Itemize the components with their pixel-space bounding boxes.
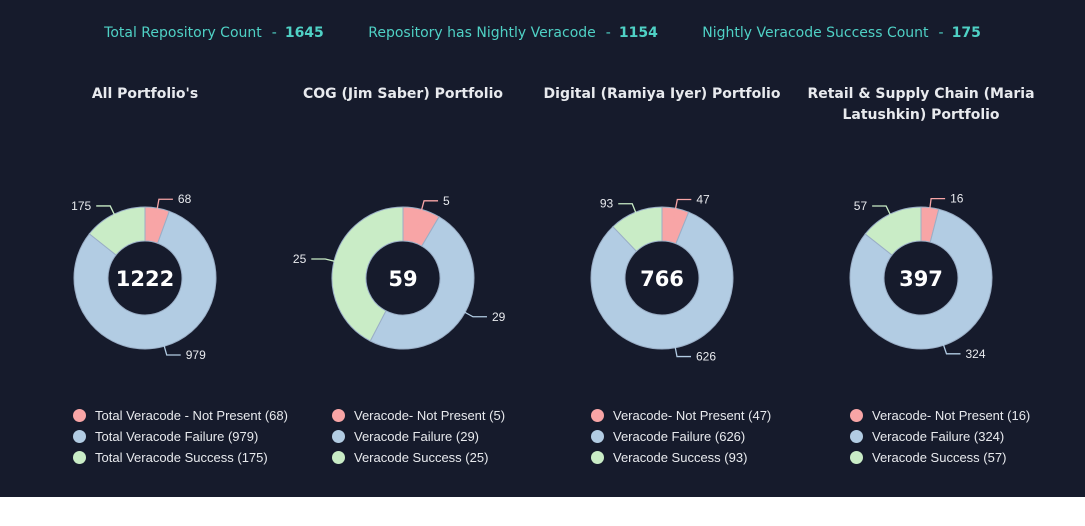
legend-swatch-icon — [850, 409, 863, 422]
leader-line — [153, 198, 173, 225]
chart-legend: Veracode- Not Present (47) Veracode Failu… — [591, 405, 771, 468]
donut-chart: 16 324 57 397 — [849, 192, 993, 361]
chart-title: COG (Jim Saber) Portfolio — [302, 86, 504, 102]
donut-center-total: 766 — [640, 267, 684, 291]
legend-swatch-icon — [73, 451, 86, 464]
summary-stats-bar: Total Repository Count -1645 Repository h… — [0, 25, 1085, 41]
legend-swatch-icon — [73, 409, 86, 422]
chart-title: Digital (Ramiya Iyer) Portfolio — [543, 86, 781, 102]
legend-swatch-icon — [591, 451, 604, 464]
legend-label: Veracode Success (25) — [354, 450, 489, 465]
donut-chart: 68 979 175 1222 — [71, 192, 217, 362]
legend-swatch-icon — [850, 430, 863, 443]
donut-slice-failure[interactable] — [369, 216, 475, 350]
legend-swatch-icon — [850, 451, 863, 464]
legend-item-failure[interactable]: Veracode Failure (626) — [591, 426, 771, 447]
legend-label: Veracode Failure (29) — [354, 429, 480, 444]
chart-title: All Portfolio's — [91, 86, 199, 102]
slice-value-label: 29 — [492, 310, 506, 324]
legend-item-success[interactable]: Veracode Success (93) — [591, 447, 771, 468]
legend-label: Total Veracode Success (175) — [95, 450, 268, 465]
slice-value-label: 93 — [600, 197, 614, 211]
donut-slice-failure[interactable] — [590, 211, 734, 350]
leader-line — [159, 329, 181, 356]
legend-item-success[interactable]: Total Veracode Success (175) — [73, 447, 288, 468]
donut-slice-success[interactable] — [331, 206, 404, 342]
stat-separator: - — [938, 25, 944, 41]
stat-total-repository-count: Total Repository Count -1645 — [104, 25, 324, 41]
slice-value-label: 47 — [696, 192, 710, 206]
chart-legend: Total Veracode - Not Present (68) Total V… — [73, 405, 288, 468]
chart-legend: Veracode- Not Present (5) Veracode Failur… — [332, 405, 505, 468]
stat-value: 1645 — [284, 25, 324, 41]
slice-value-label: 25 — [293, 252, 307, 266]
legend-item-success[interactable]: Veracode Success (57) — [850, 447, 1030, 468]
legend-swatch-icon — [73, 430, 86, 443]
stat-nightly-veracode: Repository has Nightly Veracode -1154 — [368, 25, 658, 41]
stat-nightly-success-count: Nightly Veracode Success Count -175 — [702, 25, 981, 41]
stat-separator: - — [271, 25, 277, 41]
legend-label: Veracode- Not Present (47) — [613, 408, 772, 423]
stat-value: 1154 — [618, 25, 658, 41]
donut-slice-success[interactable] — [612, 206, 663, 252]
stat-label: Total Repository Count — [104, 25, 262, 41]
donut-slice-success[interactable] — [88, 206, 146, 256]
legend-swatch-icon — [591, 430, 604, 443]
slice-value-label: 324 — [966, 347, 986, 361]
leader-line — [416, 200, 439, 227]
slice-value-label: 57 — [854, 199, 868, 213]
slice-value-label: 979 — [186, 348, 206, 362]
donut-center-total: 397 — [899, 267, 943, 291]
leader-line — [311, 258, 351, 266]
legend-item-failure[interactable]: Veracode Failure (324) — [850, 426, 1030, 447]
leader-line — [927, 197, 946, 225]
slice-value-label: 626 — [696, 350, 716, 364]
donut-slice-failure[interactable] — [73, 210, 217, 350]
legend-item-success[interactable]: Veracode Success (25) — [332, 447, 505, 468]
legend-label: Veracode- Not Present (16) — [872, 408, 1031, 423]
legend-swatch-icon — [332, 451, 345, 464]
leader-line — [618, 203, 643, 229]
leader-line — [671, 198, 692, 226]
donut-chart: 47 626 93 766 — [590, 192, 734, 364]
donut-chart: 5 29 25 59 — [293, 194, 506, 350]
leader-line — [937, 328, 961, 355]
stat-separator: - — [605, 25, 611, 41]
slice-value-label: 5 — [443, 194, 450, 208]
leader-line — [449, 303, 487, 318]
legend-label: Total Veracode - Not Present (68) — [95, 408, 288, 423]
legend-item-not-present[interactable]: Veracode- Not Present (5) — [332, 405, 505, 426]
slice-value-label: 16 — [950, 192, 964, 206]
legend-label: Veracode Success (93) — [613, 450, 748, 465]
legend-label: Veracode Failure (626) — [613, 429, 746, 444]
legend-label: Total Veracode Failure (979) — [95, 429, 259, 444]
legend-label: Veracode Failure (324) — [872, 429, 1005, 444]
donut-slice-failure[interactable] — [849, 208, 993, 350]
legend-label: Veracode Success (57) — [872, 450, 1007, 465]
legend-item-not-present[interactable]: Veracode- Not Present (47) — [591, 405, 771, 426]
donut-slice-success[interactable] — [864, 206, 922, 256]
leader-line — [96, 205, 123, 230]
dashboard-panel: Total Repository Count -1645 Repository h… — [0, 0, 1085, 497]
donut-center-total: 1222 — [116, 267, 174, 291]
chart-title: Retail & Supply Chain (Maria Latushkin) … — [807, 86, 1035, 123]
legend-swatch-icon — [332, 409, 345, 422]
legend-swatch-icon — [332, 430, 345, 443]
stat-value: 175 — [951, 25, 981, 41]
slice-value-label: 68 — [178, 192, 192, 206]
legend-label: Veracode- Not Present (5) — [354, 408, 506, 423]
leader-line — [872, 205, 899, 230]
legend-item-failure[interactable]: Total Veracode Failure (979) — [73, 426, 288, 447]
slice-value-label: 175 — [71, 199, 91, 213]
legend-item-not-present[interactable]: Total Veracode - Not Present (68) — [73, 405, 288, 426]
donut-center-total: 59 — [388, 267, 417, 291]
legend-item-not-present[interactable]: Veracode- Not Present (16) — [850, 405, 1030, 426]
legend-swatch-icon — [591, 409, 604, 422]
legend-item-failure[interactable]: Veracode Failure (29) — [332, 426, 505, 447]
stat-label: Nightly Veracode Success Count — [702, 25, 929, 41]
leader-line — [671, 330, 692, 358]
stat-label: Repository has Nightly Veracode — [368, 25, 596, 41]
chart-legend: Veracode- Not Present (16) Veracode Failu… — [850, 405, 1030, 468]
